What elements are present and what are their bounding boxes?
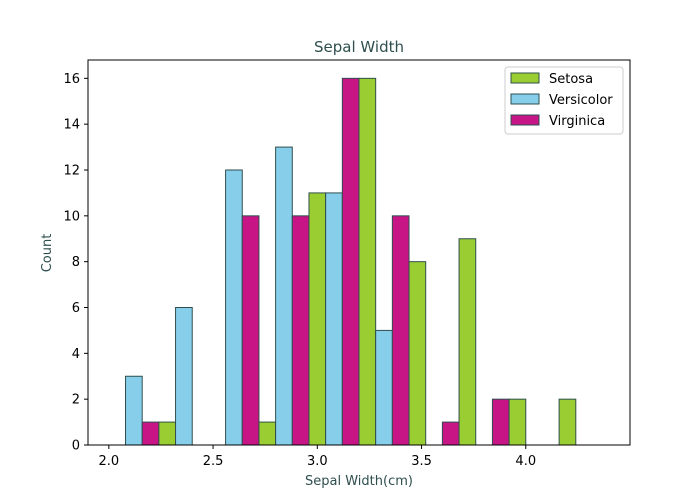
bar-setosa-4 (308, 192, 327, 446)
y-tick-label: 16 (63, 72, 80, 87)
bar-virginica-6 (441, 421, 460, 446)
y-tick-label: 10 (63, 209, 80, 224)
bar-virginica-4 (341, 77, 360, 446)
bar-virginica-0 (141, 421, 160, 446)
y-axis-label: Count (40, 234, 55, 273)
bar-setosa-7 (458, 238, 477, 446)
legend-swatch-virginica (510, 114, 540, 126)
x-axis-ticks: 2.0 2.5 3.0 3.5 4.0 (99, 445, 536, 469)
chart-title: Sepal Width (314, 38, 404, 56)
bar-setosa-1 (158, 421, 177, 446)
bar-versicolor-3 (275, 146, 293, 446)
x-tick-label: 2.5 (203, 454, 224, 469)
y-tick-label: 14 (63, 118, 80, 133)
legend: Setosa Versicolor Virginica (504, 66, 624, 135)
y-tick-label: 6 (72, 301, 80, 316)
y-tick-label: 8 (72, 255, 80, 270)
y-axis-ticks: 0 2 4 6 8 10 12 14 16 (63, 72, 88, 454)
bar-versicolor-5 (375, 329, 393, 446)
bar-versicolor-2 (225, 169, 243, 446)
bar-setosa-3 (258, 421, 277, 446)
bar-virginica-5 (391, 215, 410, 446)
bar-versicolor-0 (125, 375, 143, 446)
bar-setosa-8 (508, 398, 527, 446)
bar-virginica-2 (241, 215, 260, 446)
bar-setosa-9 (558, 398, 577, 446)
bar-setosa-5 (358, 77, 377, 446)
x-axis-label: Sepal Width(cm) (305, 474, 413, 489)
y-tick-label: 12 (63, 164, 80, 179)
x-tick-label: 2.0 (99, 454, 120, 469)
y-tick-label: 0 (72, 439, 80, 454)
x-tick-label: 3.0 (307, 454, 328, 469)
bar-versicolor-1 (175, 307, 193, 446)
legend-label-setosa: Setosa (549, 72, 593, 87)
plot-frame (87, 59, 631, 446)
legend-label-virginica: Virginica (549, 114, 605, 129)
bar-virginica-3 (291, 215, 310, 446)
y-tick-label: 4 (72, 347, 80, 362)
bar-virginica-7 (491, 398, 510, 446)
legend-swatch-versicolor (510, 93, 540, 105)
x-tick-label: 4.0 (515, 454, 536, 469)
bar-setosa-6 (408, 261, 427, 446)
legend-label-versicolor: Versicolor (549, 93, 613, 108)
y-tick-label: 2 (72, 393, 80, 408)
x-tick-label: 3.5 (411, 454, 432, 469)
legend-swatch-setosa (510, 72, 540, 84)
bar-versicolor-4 (325, 192, 343, 446)
